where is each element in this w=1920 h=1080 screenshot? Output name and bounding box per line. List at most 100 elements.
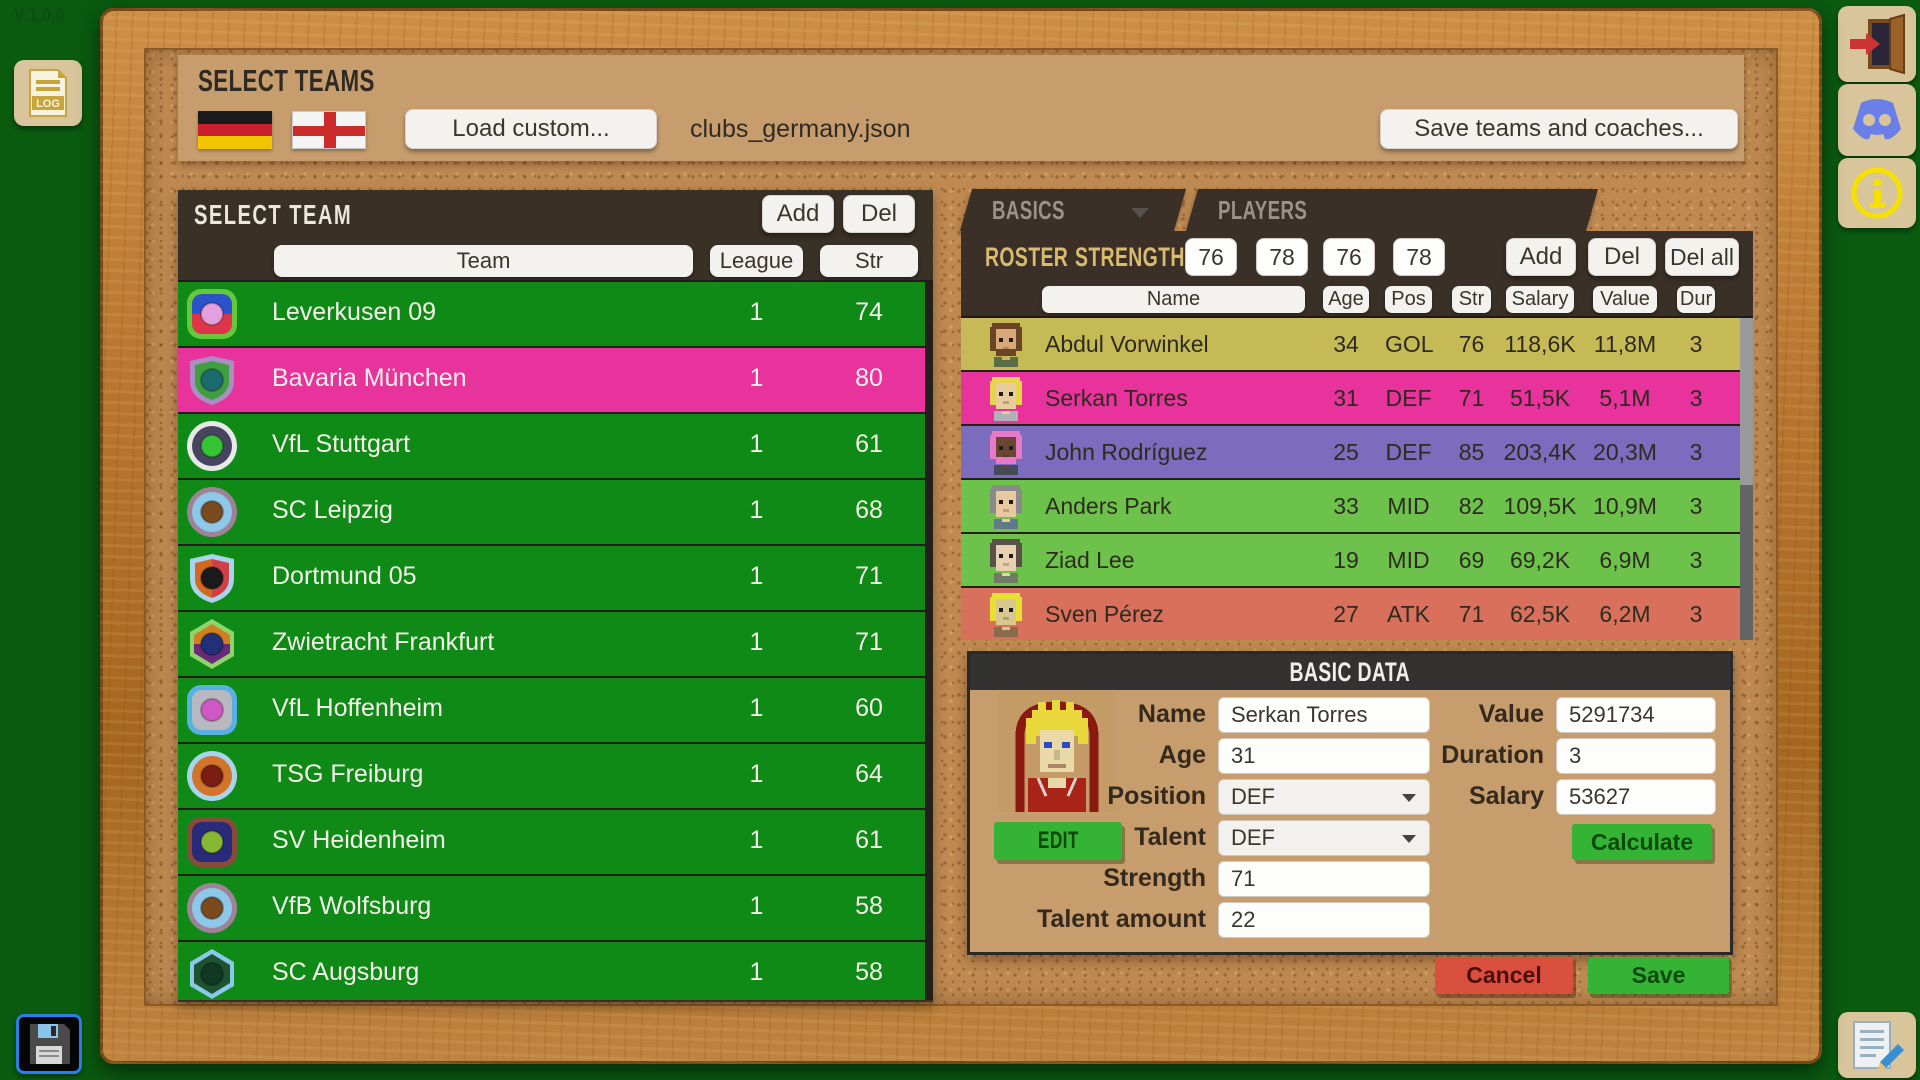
column-str[interactable]: Str [1452, 286, 1491, 313]
team-row[interactable]: VfB Wolfsburg 1 58 [178, 876, 925, 940]
field-label-position: Position [1107, 782, 1206, 810]
talent-amount-input[interactable] [1218, 901, 1430, 938]
player-salary: 118,6K [1504, 331, 1576, 357]
team-row[interactable]: SV Heidenheim 1 61 [178, 810, 925, 874]
player-age: 25 [1333, 439, 1359, 465]
england-flag-icon[interactable] [292, 111, 366, 149]
player-dur: 3 [1689, 331, 1703, 357]
load-custom-button[interactable]: Load custom... [405, 109, 657, 149]
strength-input[interactable] [1218, 860, 1430, 897]
talent-select-wrap: DEF [1218, 819, 1430, 856]
strength-input-0[interactable] [1185, 238, 1237, 276]
player-row[interactable]: Ziad Lee 19 MID 69 69,2K 6,9M 3 [961, 534, 1740, 586]
team-row[interactable]: Dortmund 05 1 71 [178, 546, 925, 610]
player-row[interactable]: Abdul Vorwinkel 34 GOL 76 118,6K 11,8M 3 [961, 318, 1740, 370]
player-salary: 69,2K [1509, 547, 1571, 573]
edit-button[interactable]: EDIT [994, 822, 1122, 860]
player-dur: 3 [1689, 493, 1703, 519]
log-button[interactable]: LOG [14, 60, 82, 126]
team-league: 1 [749, 826, 764, 854]
basic-data-panel: BASIC DATA EDIT [967, 651, 1733, 955]
value-input[interactable] [1556, 696, 1716, 733]
player-list-scrollbar[interactable] [1740, 318, 1753, 640]
player-pos: DEF [1385, 385, 1432, 411]
player-dur: 3 [1689, 385, 1703, 411]
team-del-button[interactable]: Del [843, 195, 915, 233]
germany-flag-icon[interactable] [198, 111, 272, 150]
team-strength: 71 [855, 562, 883, 590]
team-league: 1 [749, 694, 764, 722]
club-badge-icon [186, 684, 238, 736]
loaded-file-name: clubs_germany.json [690, 115, 911, 143]
talent-select[interactable]: DEF [1218, 819, 1430, 856]
player-row[interactable]: John Rodríguez 25 DEF 85 203,4K 20,3M 3 [961, 426, 1740, 478]
column-salary[interactable]: Salary [1506, 286, 1574, 313]
team-add-button[interactable]: Add [762, 195, 834, 233]
notepad-icon [1853, 1021, 1904, 1070]
field-label-name: Name [1137, 700, 1206, 728]
team-strength: 80 [855, 364, 883, 392]
player-add-button[interactable]: Add [1506, 238, 1576, 276]
save-button[interactable]: Save [1588, 957, 1729, 994]
player-avatar-icon [988, 591, 1024, 640]
player-row[interactable]: Serkan Torres 31 DEF 71 51,5K 5,1M 3 [961, 372, 1740, 424]
column-pos[interactable]: Pos [1385, 286, 1432, 313]
player-str: 69 [1458, 547, 1485, 573]
team-row[interactable]: TSG Freiburg 1 64 [178, 744, 925, 808]
salary-input[interactable] [1556, 778, 1716, 815]
scrollbar-thumb[interactable] [1740, 485, 1753, 640]
notes-button[interactable] [1838, 1012, 1916, 1078]
team-row[interactable]: Zwietracht Frankfurt 1 71 [178, 612, 925, 676]
player-row[interactable]: Anders Park 33 MID 82 109,5K 10,9M 3 [961, 480, 1740, 532]
player-avatar-icon [988, 429, 1024, 481]
club-badge-icon [186, 420, 238, 472]
tab-basics[interactable]: BASICS [959, 189, 1187, 231]
club-badge-icon [186, 354, 238, 406]
column-str[interactable]: Str [820, 245, 918, 277]
column-dur[interactable]: Dur [1677, 286, 1715, 313]
roster-bar: ROSTER STRENGTHS: Add Del Del all [961, 231, 1753, 282]
exit-door-icon [1850, 13, 1905, 75]
team-row[interactable]: VfL Stuttgart 1 61 [178, 414, 925, 478]
column-team[interactable]: Team [274, 245, 693, 277]
player-value: 6,9M [1599, 547, 1651, 573]
duration-input[interactable] [1556, 737, 1716, 774]
club-badge-icon [186, 816, 238, 868]
save-teams-button[interactable]: Save teams and coaches... [1380, 109, 1738, 149]
info-button[interactable] [1838, 158, 1916, 228]
player-del-button[interactable]: Del [1588, 238, 1656, 276]
calculate-button[interactable]: Calculate [1572, 824, 1712, 860]
player-pos: ATK [1386, 601, 1431, 627]
team-row[interactable]: Bavaria München 1 80 [178, 348, 925, 412]
tab-players[interactable]: PLAYERS [1185, 189, 1599, 231]
column-name[interactable]: Name [1042, 286, 1305, 313]
roster-label: ROSTER [985, 242, 1069, 272]
player-del-all-button[interactable]: Del all [1665, 238, 1739, 276]
strength-input-1[interactable] [1256, 238, 1308, 276]
column-age[interactable]: Age [1323, 286, 1369, 313]
strength-input-2[interactable] [1323, 238, 1375, 276]
portrait-image [998, 692, 1116, 812]
name-input[interactable] [1218, 696, 1430, 733]
player-row[interactable]: Sven Pérez 27 ATK 71 62,5K 6,2M 3 [961, 588, 1740, 640]
age-input[interactable] [1218, 737, 1430, 774]
player-avatar-icon [988, 483, 1024, 535]
discord-icon [1853, 99, 1901, 140]
column-league[interactable]: League [710, 245, 803, 277]
team-league: 1 [749, 430, 764, 458]
team-row[interactable]: Leverkusen 09 1 74 [178, 282, 925, 346]
team-row[interactable]: VfL Hoffenheim 1 60 [178, 678, 925, 742]
save-floppy-button[interactable] [16, 1014, 82, 1074]
discord-button[interactable] [1838, 84, 1916, 156]
column-value[interactable]: Value [1593, 286, 1657, 313]
player-columns-header: Name Age Pos Str Salary Value Dur [961, 282, 1753, 318]
cancel-button[interactable]: Cancel [1435, 957, 1573, 994]
field-label-strength: Strength [1103, 864, 1206, 892]
strength-input-3[interactable] [1393, 238, 1445, 276]
team-panel-title: SELECT TEAM [194, 199, 353, 230]
team-row[interactable]: SC Leipzig 1 68 [178, 480, 925, 544]
team-row[interactable]: SC Augsburg 1 58 [178, 942, 925, 1000]
strengths-label: STRENGTHS: [1075, 242, 1205, 272]
position-select[interactable]: DEF [1218, 778, 1430, 815]
exit-button[interactable] [1838, 6, 1916, 82]
